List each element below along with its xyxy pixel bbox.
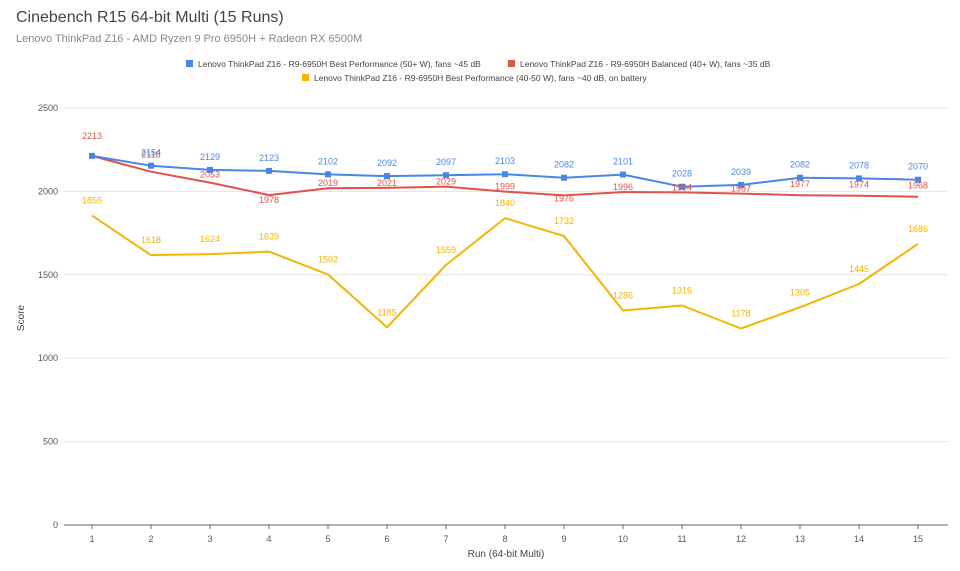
x-axis: 1 2 3 4 5 6 7 8 9 10 11 12 13 14 15 (89, 525, 923, 544)
data-label-1: 2082 (554, 160, 574, 170)
x-tick-label: 10 (618, 534, 628, 544)
data-label-1: 2101 (613, 157, 633, 167)
series-line-3 (92, 216, 918, 329)
data-label-2: 1974 (849, 180, 869, 190)
data-label-3: 1305 (790, 287, 810, 297)
data-label-3: 1559 (436, 245, 456, 255)
data-label-1: 2039 (731, 167, 751, 177)
legend-swatch-1 (186, 60, 193, 67)
data-label-3: 1686 (908, 224, 928, 234)
x-tick-label: 14 (854, 534, 864, 544)
data-label-1: 2103 (495, 156, 515, 166)
data-label-3: 1618 (141, 235, 161, 245)
legend: Lenovo ThinkPad Z16 - R9-6950H Best Perf… (186, 59, 771, 83)
x-tick-label: 6 (384, 534, 389, 544)
y-tick-label: 500 (43, 437, 58, 447)
data-label-2: 2053 (200, 170, 220, 180)
y-tick-label: 1500 (38, 270, 58, 280)
data-label-2: 1996 (613, 182, 633, 192)
data-label-3: 1502 (318, 254, 338, 264)
x-tick-label: 4 (266, 534, 271, 544)
grid (64, 108, 948, 525)
data-label-3: 1185 (377, 307, 396, 317)
data-label-2: 2029 (436, 177, 456, 187)
y-tick-label: 1000 (38, 353, 58, 363)
legend-label-3: Lenovo ThinkPad Z16 - R9-6950H Best Perf… (314, 73, 647, 83)
x-tick-label: 12 (736, 534, 746, 544)
x-tick-label: 13 (795, 534, 805, 544)
series-marker-1 (502, 171, 508, 177)
data-label-2: 1987 (731, 184, 751, 194)
data-label-2: 1978 (259, 195, 279, 205)
series-marker-1 (620, 172, 626, 178)
x-tick-label: 3 (207, 534, 212, 544)
data-label-1: 2028 (672, 169, 692, 179)
data-label-1: 2082 (790, 160, 810, 170)
data-label-2: 1968 (908, 181, 928, 191)
data-label-2: 2021 (377, 178, 397, 188)
data-label-2: 2213 (82, 131, 102, 141)
x-tick-label: 11 (677, 534, 686, 544)
data-label-2: 1994 (672, 182, 692, 192)
data-label-2: 1977 (790, 179, 810, 189)
data-label-3: 1286 (613, 290, 633, 300)
data-label-2: 2019 (318, 178, 338, 188)
x-tick-label: 2 (148, 534, 153, 544)
data-label-1: 2097 (436, 157, 456, 167)
series-marker-1 (561, 175, 567, 181)
series-marker-1 (325, 171, 331, 177)
x-tick-label: 15 (913, 534, 923, 544)
data-label-3: 1639 (259, 232, 279, 242)
x-tick-label: 5 (325, 534, 330, 544)
series-marker-1 (89, 153, 95, 159)
y-axis-label: Score (16, 305, 27, 332)
data-label-3: 1178 (731, 309, 750, 319)
data-label-1: 2123 (259, 153, 279, 163)
x-axis-label: Run (64-bit Multi) (468, 549, 545, 560)
series-marker-1 (148, 163, 154, 169)
x-tick-label: 7 (443, 534, 448, 544)
data-label-1: 2070 (908, 162, 928, 172)
data-label-2: 1999 (495, 182, 515, 192)
y-axis: 0 500 1000 1500 2000 2500 (38, 103, 58, 530)
data-label-3: 1855 (82, 196, 102, 206)
line-chart: Lenovo ThinkPad Z16 - R9-6950H Best Perf… (0, 0, 960, 571)
data-label-1: 2092 (377, 158, 397, 168)
data-label-3: 1732 (554, 216, 574, 226)
x-tick-label: 9 (561, 534, 566, 544)
x-tick-label: 8 (502, 534, 507, 544)
series-marker-1 (266, 168, 272, 174)
y-tick-label: 0 (53, 520, 58, 530)
legend-label-2: Lenovo ThinkPad Z16 - R9-6950H Balanced … (520, 59, 771, 69)
legend-swatch-3 (302, 74, 309, 81)
legend-swatch-2 (508, 60, 515, 67)
data-label-1: 2129 (200, 152, 220, 162)
data-label-1: 2154 (141, 148, 161, 158)
data-label-1: 2102 (318, 156, 338, 166)
y-tick-label: 2000 (38, 186, 58, 196)
data-label-2: 1976 (554, 193, 574, 203)
legend-label-1: Lenovo ThinkPad Z16 - R9-6950H Best Perf… (198, 59, 481, 69)
data-label-3: 1840 (495, 198, 515, 208)
data-label-3: 1316 (672, 285, 692, 295)
series-layer: 1855 1618 1624 1639 1502 1185 1559 1840 1732 1286… (82, 131, 928, 329)
data-label-3: 1445 (849, 264, 869, 274)
data-label-1: 2078 (849, 160, 869, 170)
data-label-3: 1624 (200, 234, 220, 244)
y-tick-label: 2500 (38, 103, 58, 113)
x-tick-label: 1 (89, 534, 94, 544)
